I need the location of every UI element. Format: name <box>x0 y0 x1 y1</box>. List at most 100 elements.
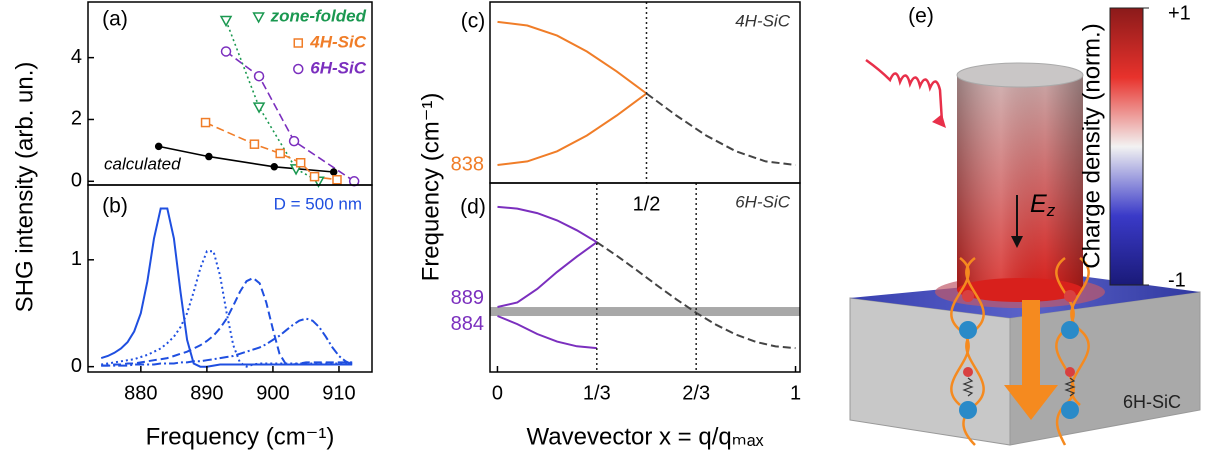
point <box>219 15 233 28</box>
panel-label: (e) <box>908 5 934 28</box>
y-tick-label: 0 <box>71 170 82 192</box>
panel: 838 1/2 4H-SiC (c) Frequency (cm⁻¹) <box>417 1 801 282</box>
point <box>295 157 306 168</box>
field-arrowhead <box>1011 236 1023 248</box>
panel-label: (b) <box>102 195 128 218</box>
legend-marker <box>293 63 304 75</box>
series-line <box>497 241 598 308</box>
point <box>205 152 213 161</box>
plot-frame <box>87 184 373 373</box>
y-tick-label: 2 <box>71 108 82 130</box>
x-tick-label: 1 <box>790 382 801 404</box>
panel: 0 1 880 890 900 910 D = 500 nm (b) Frequency (cm… <box>71 184 373 450</box>
point <box>329 168 338 176</box>
x-tick-label: 900 <box>256 382 289 404</box>
springs <box>962 377 1076 397</box>
point <box>252 102 266 114</box>
field-subscript: z <box>1046 201 1056 220</box>
point <box>253 70 265 82</box>
panel: 0 2 4 calculated zone-folded 4H-SiC 6H-SiC (a) S… <box>11 1 373 313</box>
series-line <box>158 145 334 173</box>
ion-minus <box>959 401 977 419</box>
panel-label: (c) <box>461 10 486 33</box>
substrate-label: 6H-SiC <box>1123 392 1181 412</box>
x-tick-label: 2/3 <box>682 382 710 404</box>
point <box>348 176 360 187</box>
plot-area <box>100 207 353 368</box>
y-axis-label: SHG intensity (arb. un.) <box>11 62 38 313</box>
ion-minus <box>1061 321 1079 339</box>
x-tick-label: 910 <box>322 382 355 404</box>
series-line <box>497 205 598 244</box>
series-line <box>497 92 648 166</box>
y-axis-label: Frequency (cm⁻¹) <box>417 93 444 282</box>
legend-marker <box>252 12 265 24</box>
point <box>154 142 163 151</box>
y-tick-label: 889 <box>451 287 484 309</box>
plot-area <box>490 205 800 350</box>
y-tick-label: 1 <box>71 248 82 270</box>
band <box>490 307 800 317</box>
emission-arrow <box>1004 300 1058 420</box>
colorbar-tick-label: +1 <box>1168 2 1191 24</box>
point <box>275 148 285 159</box>
colorbar-label: Charge density (norm.) <box>1078 23 1105 268</box>
legend-label: zone-folded <box>270 6 367 25</box>
dipoles <box>959 290 1079 419</box>
point <box>270 163 279 171</box>
panel-label: (d) <box>460 196 486 219</box>
pillar-shade <box>957 75 1083 290</box>
legend-label: 6H-SiC <box>310 58 366 77</box>
y-tick-label: 4 <box>71 46 82 68</box>
ion-minus <box>959 321 977 339</box>
point <box>332 174 342 185</box>
series-line <box>101 276 353 367</box>
panel-label: (a) <box>102 8 128 31</box>
point <box>220 46 232 57</box>
series-line <box>101 250 353 368</box>
light-wave <box>865 58 944 123</box>
ion-plus <box>963 367 973 377</box>
series-line <box>497 20 648 95</box>
annotation: 6H-SiC <box>735 192 791 211</box>
ion-plus <box>1064 290 1076 302</box>
point <box>200 117 211 128</box>
annotation: D = 500 nm <box>274 194 362 213</box>
colorbar <box>1109 7 1144 286</box>
series-line <box>596 241 796 350</box>
ion-plus <box>1065 367 1075 377</box>
x-tick-label: 1/2 <box>633 193 661 215</box>
ion-plus <box>962 290 974 302</box>
wave-left <box>962 256 985 446</box>
annotation: 4H-SiC <box>735 11 791 30</box>
y-tick-label: 838 <box>451 153 484 175</box>
x-axis-label: Wavevector x = q/qₘₐₓ <box>527 423 764 450</box>
field-symbol: E <box>1030 190 1047 218</box>
series-line <box>497 315 597 350</box>
light-arrowhead <box>932 114 946 128</box>
wave-right <box>1055 256 1075 446</box>
colorbar-tick-label: -1 <box>1168 269 1186 291</box>
point <box>309 171 320 182</box>
y-tick-label: 0 <box>71 355 82 377</box>
point <box>288 135 300 147</box>
pillar-top <box>956 62 1084 88</box>
ion-minus <box>1061 401 1079 419</box>
pillar-bottom <box>957 278 1083 302</box>
legend-label: 4H-SiC <box>309 32 366 51</box>
diagram: (e) Ez 6H-SiC Charge density (norm.) <box>849 5 1201 446</box>
series-line <box>225 20 319 183</box>
x-axis-label: Frequency (cm⁻¹) <box>146 423 335 450</box>
series-line <box>100 207 353 368</box>
series-line <box>645 92 796 166</box>
point <box>249 139 260 149</box>
slab-left-face <box>849 297 1011 446</box>
legend-marker <box>293 38 304 48</box>
series-line <box>225 50 355 182</box>
x-tick-label: 880 <box>124 382 157 404</box>
x-tick-label: 890 <box>190 382 223 404</box>
x-tick-label: 1/3 <box>583 382 611 404</box>
x-tick-label: 0 <box>492 382 503 404</box>
plot-area <box>497 20 796 166</box>
